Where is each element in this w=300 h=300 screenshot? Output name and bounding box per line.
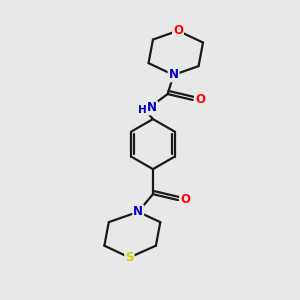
Text: S: S (125, 251, 134, 264)
Text: H: H (138, 105, 146, 115)
Text: O: O (180, 193, 190, 206)
Text: O: O (173, 24, 183, 37)
Text: O: O (195, 93, 205, 106)
Text: N: N (133, 205, 143, 218)
Text: N: N (147, 101, 157, 114)
Text: N: N (169, 68, 178, 81)
